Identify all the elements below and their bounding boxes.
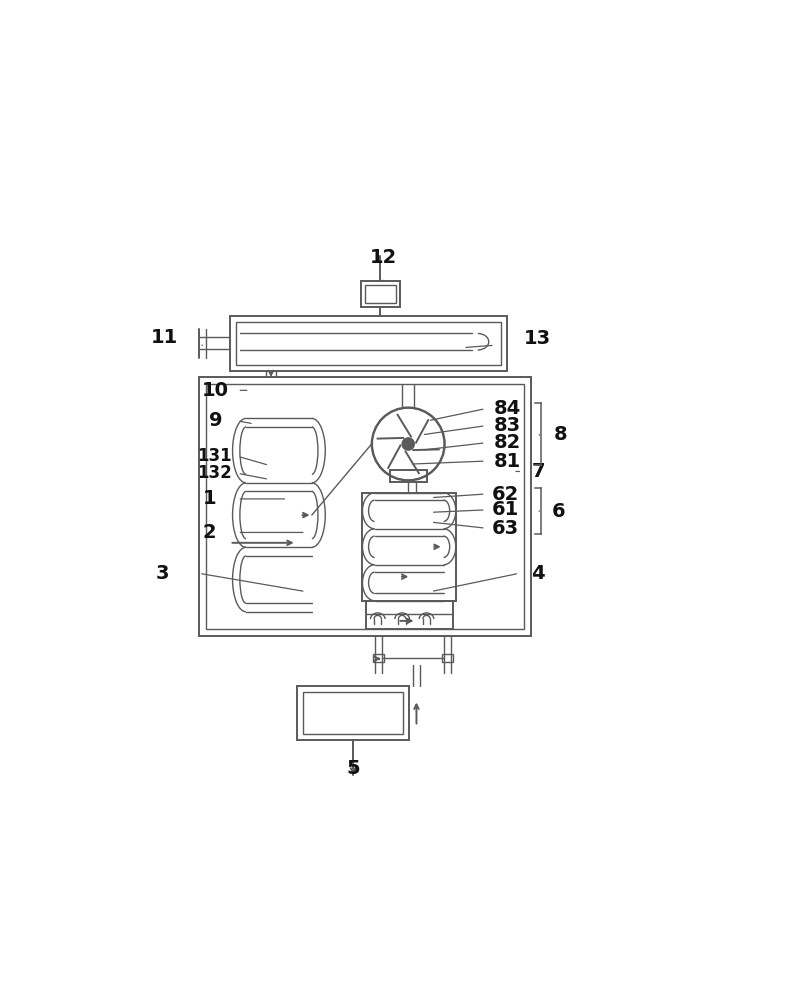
Bar bbox=[206, 384, 524, 629]
Text: 83: 83 bbox=[493, 416, 520, 435]
Text: 131: 131 bbox=[197, 447, 231, 465]
Bar bbox=[360, 281, 401, 307]
Text: 12: 12 bbox=[370, 248, 397, 267]
Bar bbox=[374, 654, 384, 662]
Text: 11: 11 bbox=[150, 328, 178, 347]
Text: 8: 8 bbox=[554, 425, 567, 444]
Text: 10: 10 bbox=[202, 381, 229, 400]
Bar bbox=[303, 692, 404, 734]
Text: 84: 84 bbox=[493, 399, 521, 418]
Bar bbox=[230, 316, 507, 371]
Text: 82: 82 bbox=[493, 433, 521, 452]
Text: 1: 1 bbox=[202, 489, 216, 508]
Text: 5: 5 bbox=[346, 759, 360, 778]
Bar bbox=[297, 686, 409, 740]
Text: 63: 63 bbox=[492, 519, 519, 538]
Bar bbox=[365, 601, 453, 629]
Text: 9: 9 bbox=[209, 411, 222, 430]
Bar bbox=[365, 285, 396, 303]
Text: 61: 61 bbox=[492, 500, 519, 519]
Bar bbox=[390, 470, 427, 482]
Text: 4: 4 bbox=[530, 564, 545, 583]
Text: 7: 7 bbox=[532, 462, 545, 481]
Text: 81: 81 bbox=[493, 452, 521, 471]
Bar bbox=[199, 377, 531, 636]
Circle shape bbox=[402, 438, 414, 450]
Bar bbox=[442, 654, 453, 662]
Text: 13: 13 bbox=[524, 329, 551, 348]
Text: 62: 62 bbox=[492, 485, 519, 504]
Text: 132: 132 bbox=[197, 464, 231, 482]
Text: 2: 2 bbox=[202, 523, 216, 542]
Bar bbox=[363, 493, 456, 601]
Bar bbox=[235, 322, 501, 365]
Text: 6: 6 bbox=[552, 502, 566, 521]
Text: 3: 3 bbox=[156, 564, 169, 583]
